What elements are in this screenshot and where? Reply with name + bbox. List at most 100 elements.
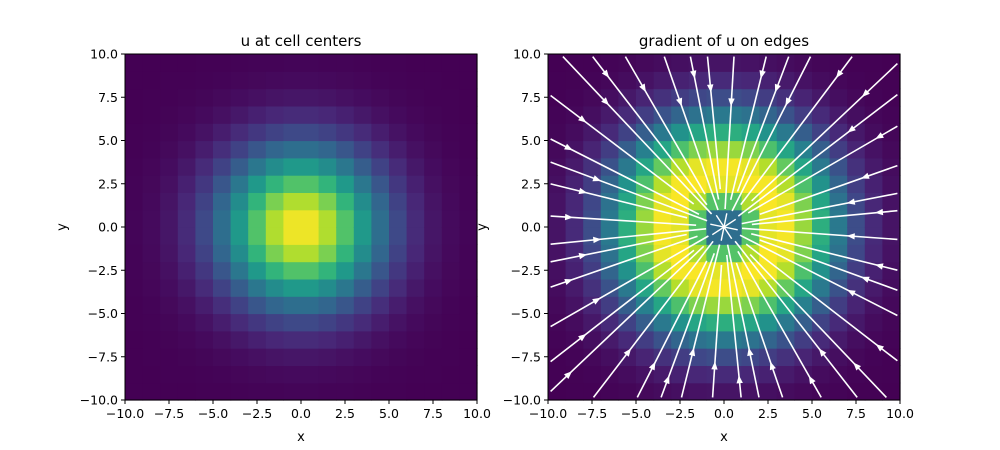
- heatmap-cell: [406, 88, 425, 107]
- heatmap-cell: [195, 227, 214, 245]
- streamline-arrow: [861, 89, 870, 97]
- heatmap-cell: [265, 175, 284, 193]
- heatmap-cell: [283, 123, 302, 142]
- streamline: [592, 56, 708, 206]
- x-tick-label: 5.0: [802, 406, 822, 421]
- streamline-arrow: [846, 233, 855, 240]
- streamline: [749, 253, 887, 398]
- heatmap-cell: [371, 157, 390, 176]
- heatmap-cell: [230, 365, 249, 384]
- heatmap-cell: [459, 157, 478, 176]
- heatmap-cell: [160, 313, 179, 332]
- heatmap-cell: [406, 71, 425, 90]
- streamline-arrow: [747, 347, 754, 357]
- heatmap-cell: [829, 209, 848, 228]
- heatmap-cell: [177, 140, 196, 159]
- heatmap-cell: [160, 244, 179, 263]
- streamline: [724, 56, 735, 210]
- streamline-arrow: [592, 297, 601, 305]
- heatmap-cell: [441, 140, 460, 159]
- heatmap-cell: [741, 330, 760, 349]
- x-tick-label: −7.5: [577, 406, 607, 421]
- heatmap-cell: [353, 278, 372, 297]
- heatmap-cell: [389, 105, 408, 124]
- heatmap-cell: [125, 348, 144, 366]
- heatmap-cell: [441, 313, 460, 332]
- heatmap-cell: [389, 261, 408, 280]
- heatmap-cell: [671, 365, 690, 384]
- heatmap-cell: [565, 365, 584, 384]
- heatmap-cell: [671, 348, 690, 366]
- y-tick-label: 0.0: [521, 220, 541, 235]
- heatmap-cell: [812, 157, 831, 176]
- heatmap-cell: [583, 123, 602, 142]
- heatmap-cell: [864, 71, 883, 90]
- heatmap-cell: [829, 54, 848, 72]
- streamline: [689, 56, 720, 200]
- heatmap-cell: [424, 348, 443, 366]
- heatmap-cell: [213, 123, 232, 142]
- streamline: [550, 183, 688, 219]
- heatmap-cell: [618, 296, 637, 315]
- heatmap-cell: [318, 192, 337, 211]
- heatmap-cell: [618, 123, 637, 142]
- heatmap-cell: [213, 140, 232, 159]
- heatmap-cell: [353, 123, 372, 142]
- heatmap-cell: [724, 278, 743, 297]
- heatmap-cell: [195, 330, 214, 349]
- heatmap-cell: [847, 313, 866, 332]
- heatmap-cell: [565, 88, 584, 107]
- heatmap-cell: [618, 192, 637, 211]
- heatmap-cell: [847, 157, 866, 176]
- heatmap-cell: [829, 261, 848, 280]
- heatmap-cell: [195, 209, 214, 228]
- streamline: [624, 56, 706, 195]
- heatmap-cell: [653, 227, 672, 245]
- heatmap-cell: [688, 140, 707, 159]
- heatmap-cell: [636, 123, 655, 142]
- heatmap-cell: [213, 382, 232, 401]
- heatmap-cell: [671, 278, 690, 297]
- streamline-arrow: [808, 375, 816, 385]
- heatmap-cell: [389, 330, 408, 349]
- heatmap-cell: [248, 313, 267, 332]
- heatmap-cell: [265, 296, 284, 315]
- x-axis-label: x: [297, 430, 305, 445]
- streamline-arrow: [601, 69, 610, 78]
- heatmap-cell: [829, 105, 848, 124]
- x-tick-label: 10.0: [463, 406, 491, 421]
- heatmap-cell: [142, 313, 161, 332]
- heatmap-cell: [318, 313, 337, 332]
- heatmap-cell: [600, 192, 619, 211]
- heatmap-cell: [265, 140, 284, 159]
- heatmap-cell: [125, 123, 144, 142]
- streamline: [729, 56, 767, 200]
- heatmap-cell: [776, 278, 795, 297]
- heatmap-cell: [688, 209, 707, 228]
- y-axis-ticks: −10.0 −7.5 −5.0 −2.5 0.0 2.5 5.0 7.5 10.0: [503, 47, 548, 408]
- heatmap-cell: [318, 105, 337, 124]
- heatmap-cell: [653, 175, 672, 193]
- heatmap-cell: [213, 244, 232, 263]
- heatmap-cell: [759, 227, 778, 245]
- heatmap-cell: [565, 209, 584, 228]
- heatmap-cell: [548, 209, 567, 228]
- heatmap-cell: [759, 140, 778, 159]
- streamline-arrow: [648, 361, 656, 371]
- heatmap-cell: [213, 54, 232, 72]
- heatmap-cell: [794, 175, 813, 193]
- streamline-arrow: [875, 132, 884, 139]
- heatmap-cell: [160, 227, 179, 245]
- heatmap-cell: [459, 175, 478, 193]
- heatmap-cell: [213, 192, 232, 211]
- streamline: [739, 234, 898, 317]
- heatmap-cell: [195, 382, 214, 401]
- streamline-arrow: [601, 97, 609, 106]
- heatmap-cell: [142, 157, 161, 176]
- x-tick-label: −2.5: [665, 406, 695, 421]
- heatmap-cell: [688, 123, 707, 142]
- heatmap-cell: [406, 175, 425, 193]
- heatmap-cell: [353, 175, 372, 193]
- heatmap-cell: [353, 313, 372, 332]
- heatmap-cell: [318, 140, 337, 159]
